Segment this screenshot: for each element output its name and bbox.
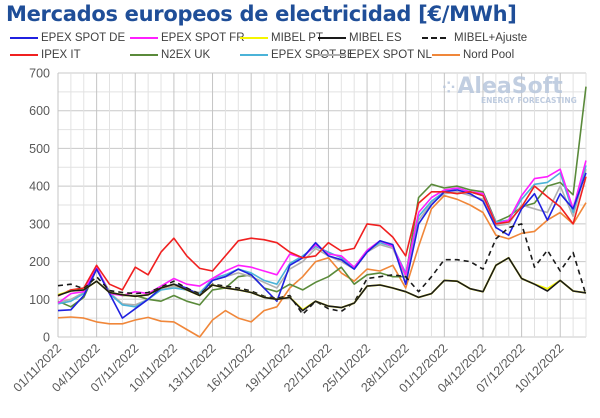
legend-item-mibel-es: MIBEL ES [318,32,402,44]
series-line-n2ex-uk [57,86,587,308]
legend-label: MIBEL ES [349,32,402,44]
legend-swatch [130,54,158,56]
legend-item-ipex-it: IPEX IT [10,49,81,61]
legend-swatch [10,37,38,39]
legend-label: EPEX SPOT FR [161,32,245,44]
legend-swatch [240,54,268,56]
legend-item-mibel-ajuste: MIBEL+Ajuste [422,32,527,44]
legend-label: N2EX UK [161,49,211,61]
y-tick-label: 0 [43,331,50,345]
legend-item-n2ex-uk: N2EX UK [130,49,210,61]
legend-swatch [432,54,460,56]
y-tick-label: 300 [29,217,50,231]
y-tick-label: 700 [29,67,50,81]
chart-title: Mercados europeos de electricidad [€/MWh… [6,2,517,26]
legend-swatch [130,37,158,39]
legend-item-epex-spot-nl: EPEX SPOT NL [318,49,432,61]
y-tick-label: 100 [29,293,50,307]
y-tick-label: 500 [29,142,50,156]
legend-label: EPEX SPOT BE [271,49,355,61]
legend-label: Nord Pool [463,49,515,61]
legend-label: EPEX SPOT DE [41,32,126,44]
grid-lines [57,72,587,338]
legend-label: EPEX SPOT NL [349,49,432,61]
series-line-ipex-it [57,176,587,297]
legend-item-epex-spot-fr: EPEX SPOT FR [130,32,245,44]
series-line-epex-spot-fr [57,160,587,304]
logo-dots-icon: ⁘ [442,78,456,97]
legend-swatch [240,37,268,39]
series-line-mibel-ajuste [57,223,587,316]
series-line-nord-pool [57,194,587,338]
series-line-epex-spot-nl [57,168,587,306]
legend-item-mibel-pt: MIBEL PT [240,32,323,44]
series-line-mibel-pt [57,256,587,311]
legend-item-nord-pool: Nord Pool [432,49,514,61]
legend-swatch [318,54,346,56]
aleasoft-logo: ⁘AleaSoft [442,74,563,99]
watermark-tagline: ENERGY FORECASTING [481,96,577,105]
series-line-mibel-es [57,256,587,312]
x-axis-ticks: 01/11/202204/11/202207/11/202210/11/2022… [11,341,567,395]
legend-item-epex-spot-be: EPEX SPOT BE [240,49,355,61]
watermark-brand: AleaSoft [457,74,563,99]
legend-label: IPEX IT [41,49,81,61]
y-tick-label: 200 [29,255,50,269]
y-tick-label: 600 [29,104,50,118]
series-lines [57,86,587,338]
legend-label: MIBEL+Ajuste [454,32,528,44]
legend-item-epex-spot-de: EPEX SPOT DE [10,32,125,44]
y-axis-ticks: 0 100 200 300 400 500 600 700 [29,67,50,345]
legend-swatch [422,37,446,39]
legend-swatch [318,37,346,39]
legend-label: MIBEL PT [271,32,323,44]
legend-swatch [10,54,38,56]
y-tick-label: 400 [29,180,50,194]
